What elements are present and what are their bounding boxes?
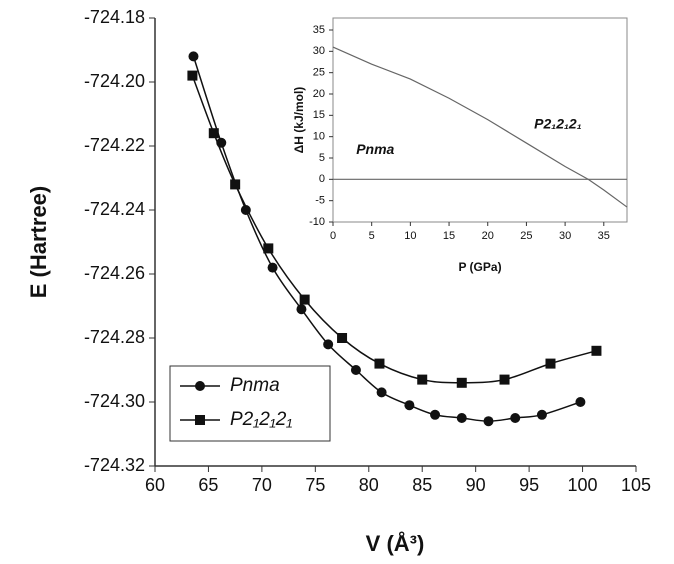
y-tick-label: -724.28: [84, 327, 145, 347]
y-tick-label: -724.32: [84, 455, 145, 475]
x-tick-label: 95: [519, 475, 539, 495]
y-tick-label: 25: [313, 67, 325, 79]
point: [374, 358, 385, 369]
point: [510, 413, 521, 423]
y-tick-label: 30: [313, 45, 325, 57]
x-tick-label: 100: [568, 475, 598, 495]
inset-y-axis-label: ΔH (kJ/mol): [292, 87, 306, 154]
point: [267, 262, 278, 273]
point: [575, 397, 586, 407]
series-line: [332, 46, 628, 208]
x-tick-label: 25: [520, 230, 532, 242]
x-tick-label: 5: [369, 230, 375, 242]
point: [299, 294, 310, 305]
point: [208, 128, 219, 139]
y-tick-label: -724.26: [84, 263, 145, 283]
inset-x-axis-label: P (GPa): [458, 260, 501, 274]
x-tick-label: 90: [466, 475, 486, 495]
y-tick-label: -5: [315, 195, 325, 207]
series-label: P2₁2₁2₁: [534, 115, 582, 131]
x-tick-label: 0: [330, 230, 336, 242]
point: [536, 409, 547, 420]
y-tick-label: -724.30: [84, 391, 145, 411]
x-tick-label: 85: [412, 475, 432, 495]
y-tick-label: 0: [319, 173, 325, 185]
y-tick-label: 10: [313, 131, 325, 143]
inset-frame: [332, 17, 628, 223]
y-axis-label: E (Hartree): [26, 186, 51, 298]
x-axis-label: V (Å³): [366, 530, 425, 556]
point: [545, 358, 556, 369]
x-tick-label: 75: [305, 475, 325, 495]
y-tick-label: -724.18: [84, 7, 145, 27]
legend-marker: [195, 381, 205, 391]
y-tick-label: -10: [309, 216, 325, 228]
x-tick-label: 10: [404, 230, 416, 242]
x-tick-label: 65: [198, 475, 218, 495]
point: [417, 374, 428, 385]
y-tick-label: -724.20: [84, 71, 145, 91]
point: [404, 400, 415, 411]
point: [376, 387, 387, 398]
point: [350, 365, 361, 375]
point: [456, 377, 467, 388]
x-tick-label: 15: [443, 230, 455, 242]
point: [323, 339, 334, 350]
legend-marker: [195, 415, 205, 425]
x-tick-label: 60: [145, 475, 165, 495]
point: [591, 345, 602, 356]
y-tick-label: 35: [313, 24, 325, 36]
y-tick-label: 20: [313, 88, 325, 100]
legend-label: Pnma: [230, 375, 280, 396]
x-tick-label: 80: [359, 475, 379, 495]
x-tick-label: 35: [598, 230, 610, 242]
point: [483, 416, 494, 427]
point: [499, 374, 510, 385]
y-tick-label: 15: [313, 109, 325, 121]
point: [188, 51, 199, 62]
x-tick-label: 30: [559, 230, 571, 242]
legend-label: P2₁2₁2₁: [230, 409, 292, 430]
y-tick-label: 5: [319, 152, 325, 164]
point: [296, 304, 307, 315]
legend-box: [169, 365, 331, 442]
point: [430, 409, 441, 420]
series-label: Pnma: [356, 141, 394, 157]
point: [230, 179, 241, 190]
x-tick-label: 70: [252, 475, 272, 495]
point: [456, 413, 467, 423]
x-tick-label: 20: [482, 230, 494, 242]
point: [263, 243, 274, 254]
point: [187, 70, 198, 81]
y-tick-label: -724.24: [84, 199, 145, 219]
point: [337, 333, 348, 343]
y-tick-label: -724.22: [84, 135, 145, 155]
x-tick-label: 105: [621, 475, 651, 495]
